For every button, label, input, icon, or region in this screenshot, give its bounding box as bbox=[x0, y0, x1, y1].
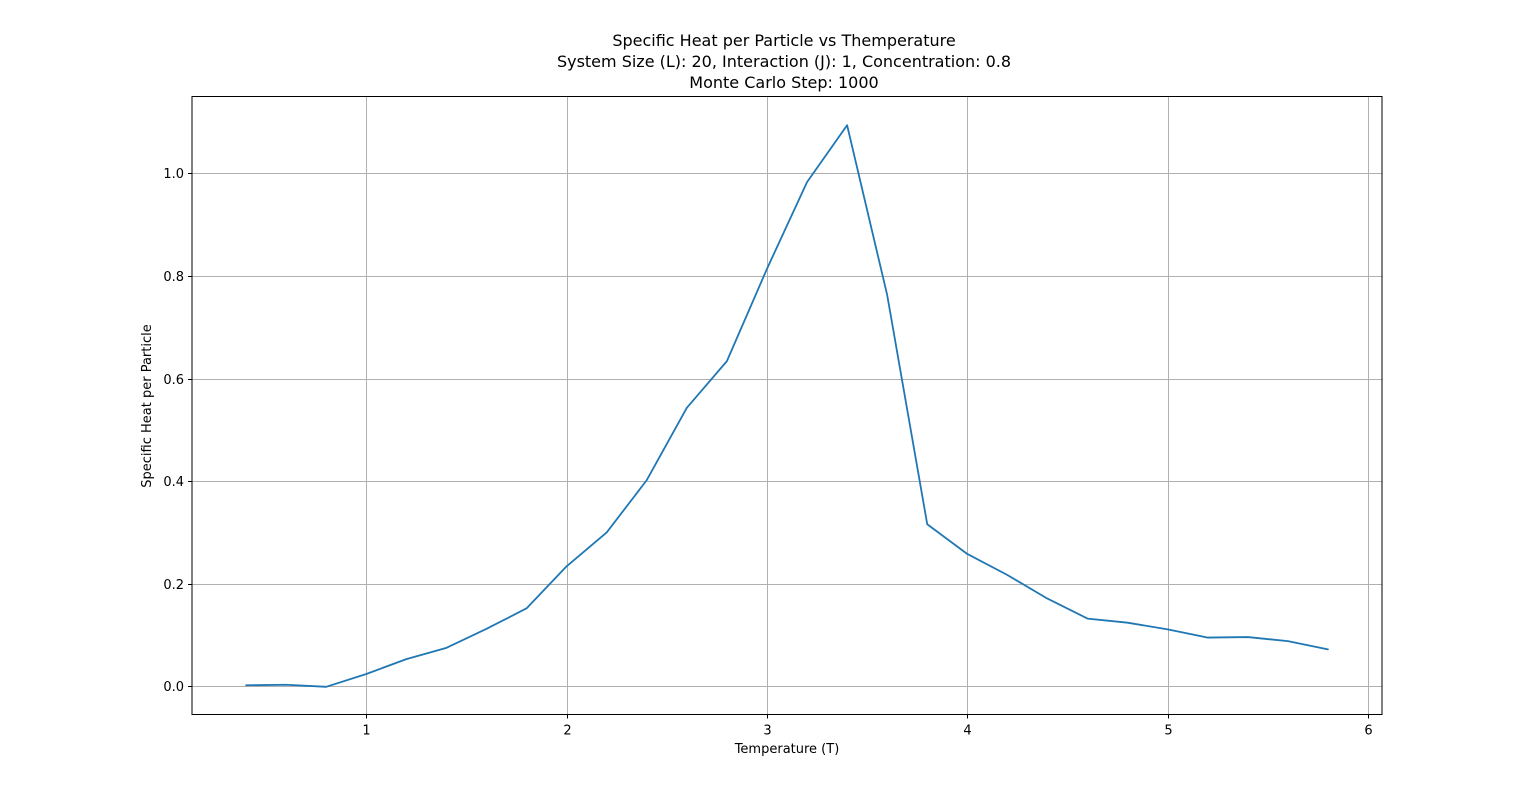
y-tick-label: 0.2 bbox=[163, 578, 184, 593]
x-tick-label: 6 bbox=[1364, 724, 1372, 739]
x-tick-label: 2 bbox=[563, 724, 571, 739]
y-tick-label: 0.4 bbox=[163, 475, 184, 490]
series-layer bbox=[245, 124, 1329, 688]
chart-title-line-2: System Size (L): 20, Interaction (J): 1,… bbox=[557, 52, 1011, 71]
x-tick-label: 4 bbox=[963, 724, 971, 739]
grid bbox=[192, 96, 1382, 715]
plot-frame bbox=[191, 96, 1383, 715]
y-axis-label: Specific Heat per Particle bbox=[140, 324, 155, 487]
y-tick-label: 1.0 bbox=[163, 167, 184, 182]
y-tick-label: 0.8 bbox=[163, 270, 184, 285]
chart-title-line-3: Monte Carlo Step: 1000 bbox=[689, 73, 878, 92]
y-tick-label: 0.6 bbox=[163, 373, 184, 388]
x-tick-label: 5 bbox=[1164, 724, 1172, 739]
x-tick-label: 1 bbox=[362, 724, 370, 739]
y-tick-label: 0.0 bbox=[163, 680, 184, 695]
chart-title-line-1: Specific Heat per Particle vs Themperatu… bbox=[612, 31, 955, 50]
axis-ticks: 1 2 3 4 5 6 0.0 0.2 0.4 0.6 0.8 1.0 bbox=[163, 167, 1372, 739]
x-axis-label: Temperature (T) bbox=[734, 742, 840, 757]
specific-heat-series-line bbox=[245, 124, 1329, 688]
chart-title: Specific Heat per Particle vs Themperatu… bbox=[557, 31, 1011, 92]
x-tick-label: 3 bbox=[763, 724, 771, 739]
